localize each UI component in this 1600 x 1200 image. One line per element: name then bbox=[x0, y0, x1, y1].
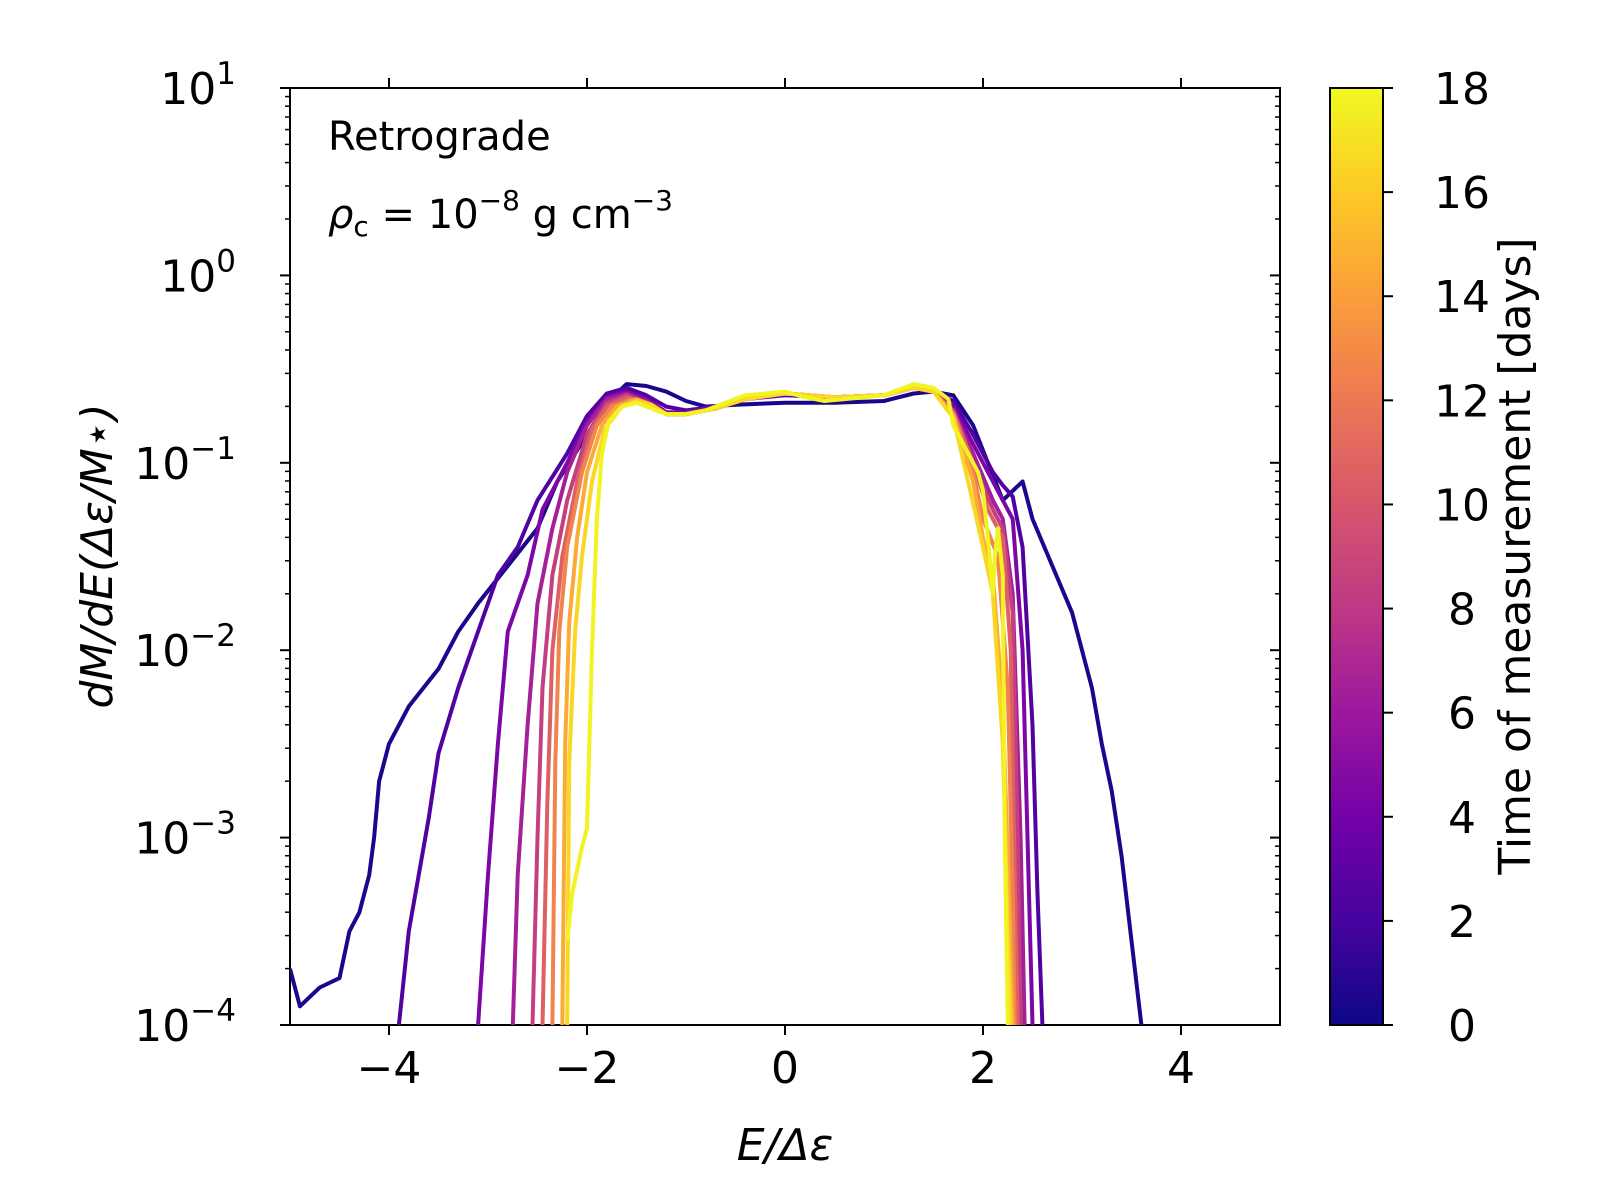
colorbar-tick-label: 12 bbox=[1434, 376, 1490, 427]
annotation-exp1: −8 bbox=[479, 184, 520, 217]
x-axis-label: E/Δε bbox=[737, 1120, 834, 1171]
series-line-5 bbox=[540, 385, 1020, 1025]
x-tick-label: 0 bbox=[771, 1043, 799, 1094]
colorbar-tick-label: 6 bbox=[1448, 689, 1476, 740]
colorbar-ticks: 0 2 4 6 8 10 12 14 16 18 bbox=[1383, 64, 1490, 1052]
y-tick-label: 10−4 bbox=[134, 993, 236, 1052]
annotation-units: g cm bbox=[520, 192, 632, 238]
x-tick-label: −2 bbox=[555, 1043, 620, 1094]
series-line-1 bbox=[396, 385, 1045, 1025]
series-line-7 bbox=[560, 385, 1015, 1025]
annotation-retrograde: Retrograde bbox=[328, 114, 551, 160]
y-tick-label: 10−1 bbox=[134, 431, 236, 490]
colorbar-tick-label: 14 bbox=[1434, 272, 1490, 323]
series-lines bbox=[290, 382, 1144, 1025]
annotation-rho-sub: c bbox=[353, 210, 368, 243]
colorbar-tick-label: 16 bbox=[1434, 168, 1490, 219]
y-tick-label: 101 bbox=[160, 56, 236, 115]
y-tick-label: 10−2 bbox=[134, 618, 236, 677]
annotation-eq: = 10 bbox=[369, 192, 479, 238]
colorbar bbox=[1329, 87, 1384, 1026]
y-tick-label: 10−3 bbox=[134, 806, 236, 865]
y-axis-label: dM/dE(Δε/M⋆) bbox=[72, 404, 123, 709]
series-line-6 bbox=[550, 385, 1017, 1025]
y-tick-label: 100 bbox=[160, 243, 236, 302]
annotation-density: ρc = 10−8 g cm−3 bbox=[328, 184, 673, 243]
x-tick-label: −4 bbox=[357, 1043, 422, 1094]
x-tick-label: 2 bbox=[969, 1043, 997, 1094]
series-line-4 bbox=[530, 385, 1023, 1025]
series-line-0 bbox=[290, 382, 1144, 1025]
colorbar-tick-label: 8 bbox=[1448, 585, 1476, 636]
colorbar-tick-label: 10 bbox=[1434, 480, 1490, 531]
x-tick-label: 4 bbox=[1167, 1043, 1195, 1094]
colorbar-label: Time of measurement [days] bbox=[1490, 237, 1541, 875]
annotation-rho: ρ bbox=[328, 192, 353, 238]
series-line-8 bbox=[565, 385, 1013, 1025]
series-line-9 bbox=[565, 382, 1010, 1025]
axis-ticks: −4 −2 0 2 4 101 100 10−1 10−2 10−3 10−4 bbox=[134, 56, 1280, 1094]
colorbar-tick-label: 18 bbox=[1434, 64, 1490, 115]
colorbar-tick-label: 2 bbox=[1448, 897, 1476, 948]
annotation-exp2: −3 bbox=[632, 184, 673, 217]
colorbar-tick-label: 4 bbox=[1448, 793, 1476, 844]
series-line-2 bbox=[476, 385, 1035, 1025]
colorbar-tick-label: 0 bbox=[1448, 1001, 1476, 1052]
